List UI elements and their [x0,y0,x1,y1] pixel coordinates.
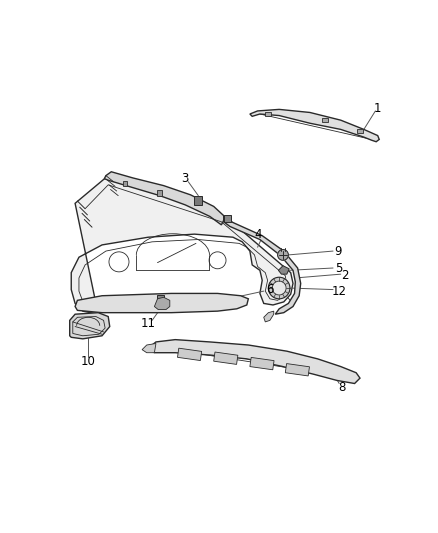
Polygon shape [104,172,224,225]
Text: 1: 1 [374,102,381,115]
Bar [194,196,202,205]
Polygon shape [75,294,248,313]
Polygon shape [70,313,110,339]
Bar [322,118,328,122]
Bar [177,348,201,360]
Text: 9: 9 [335,245,342,257]
Circle shape [278,249,288,260]
Polygon shape [150,340,360,384]
Bar [285,364,310,376]
Circle shape [272,281,286,295]
Polygon shape [155,297,170,310]
Text: 5: 5 [335,262,342,274]
Text: 8: 8 [339,381,346,394]
Polygon shape [250,109,379,142]
Bar [224,215,231,222]
Bar [357,130,363,133]
Bar [158,190,162,196]
Polygon shape [71,175,293,314]
Bar [123,181,127,187]
Text: 11: 11 [141,317,156,330]
Polygon shape [142,343,156,353]
Text: 4: 4 [254,228,262,240]
Text: 6: 6 [266,283,274,296]
Text: 10: 10 [81,354,95,368]
Text: 3: 3 [181,172,189,185]
Bar [250,358,274,370]
Polygon shape [279,265,289,274]
Bar [214,352,238,365]
Text: 12: 12 [332,285,347,297]
Polygon shape [264,311,274,322]
Circle shape [268,277,290,299]
Bar [265,112,271,116]
Bar [158,295,164,302]
Text: 2: 2 [342,269,349,282]
Polygon shape [224,219,301,314]
